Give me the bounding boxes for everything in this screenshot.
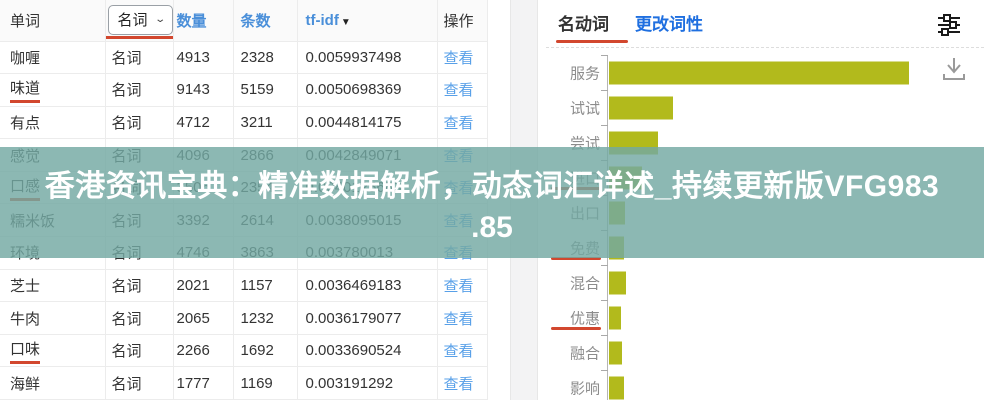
- chart-category-label: 试试: [569, 100, 600, 117]
- view-link[interactable]: 查看: [443, 114, 474, 132]
- tfidf-cell: 0.0036179077: [296, 301, 438, 335]
- promo-text-line1: 香港资讯宝典：精准数据解析，动态词汇详述_持续更新版VFG983: [44, 169, 940, 203]
- word-cell: 有点: [10, 114, 41, 132]
- chart-category-label: 优惠: [569, 310, 600, 327]
- sort-desc-icon: ▼: [340, 16, 351, 28]
- pos-cell: 名词: [104, 301, 174, 335]
- pos-cell: 名词: [104, 366, 174, 400]
- view-link[interactable]: 查看: [443, 375, 474, 393]
- chart-category-label: 服务: [569, 65, 600, 82]
- chart-row: 优惠: [538, 300, 984, 335]
- pos-cell: 名词: [104, 334, 174, 368]
- col-header-pos: 名词 ⌄: [104, 0, 174, 42]
- chart-row: 影响: [538, 370, 984, 400]
- view-link[interactable]: 查看: [443, 310, 474, 328]
- chart-label-red-underline: [551, 257, 601, 260]
- chart-bar[interactable]: [609, 271, 626, 294]
- view-link[interactable]: 查看: [443, 343, 474, 361]
- chart-category-label: 影响: [569, 380, 600, 397]
- pos-cell: 名词: [104, 73, 174, 107]
- header-divider: [546, 47, 984, 48]
- tab-noun-verb[interactable]: 名动词: [556, 10, 628, 43]
- promo-text-line2: .85: [471, 210, 513, 244]
- word-cell: 咖喱: [10, 49, 41, 67]
- table-row: 咖喱 名词 4913 2328 0.0059937498 查看: [0, 41, 488, 75]
- word-cell: 口味: [10, 338, 41, 364]
- count-cell: 2021: [172, 269, 234, 303]
- word-cell: 芝士: [10, 277, 41, 295]
- table-row: 味道 名词 9143 5159 0.0050698369 查看: [0, 73, 488, 107]
- pos-cell: 名词: [104, 106, 174, 140]
- count-cell: 4712: [172, 106, 234, 140]
- table-header-row: 单词 名词 ⌄ 数量 条数 tf-idf ▼ 操作: [0, 0, 488, 42]
- tune-icon[interactable]: [936, 12, 962, 43]
- pos-filter-dropdown[interactable]: 名词 ⌄: [107, 5, 172, 36]
- word-cell: 海鲜: [10, 375, 41, 393]
- table-row: 口味 名词 2266 1692 0.0033690524 查看: [0, 334, 488, 368]
- tfidf-cell: 0.0033690524: [296, 334, 438, 368]
- col-header-docs[interactable]: 条数: [232, 0, 298, 42]
- chart-label-red-underline: [551, 327, 601, 330]
- count-cell: 9143: [172, 73, 234, 107]
- chart-row: 试试: [538, 90, 984, 125]
- chart-row: 服务: [538, 55, 984, 90]
- docs-cell: 1169: [232, 366, 298, 400]
- docs-cell: 1157: [232, 269, 298, 303]
- docs-cell: 2328: [232, 41, 298, 75]
- word-cell: 味道: [10, 77, 41, 103]
- tfidf-cell: 0.0036469183: [296, 269, 438, 303]
- chevron-down-icon: ⌄: [153, 14, 166, 26]
- col-header-word: 单词: [0, 0, 106, 42]
- tfidf-cell: 0.0059937498: [296, 41, 438, 75]
- count-cell: 2065: [172, 301, 234, 335]
- tfidf-cell: 0.0044814175: [296, 106, 438, 140]
- view-link[interactable]: 查看: [443, 82, 474, 100]
- view-link[interactable]: 查看: [443, 277, 474, 295]
- docs-cell: 1692: [232, 334, 298, 368]
- download-icon[interactable]: [940, 55, 968, 88]
- chart-row: 融合: [538, 335, 984, 370]
- docs-cell: 5159: [232, 73, 298, 107]
- docs-cell: 3211: [232, 106, 298, 140]
- word-cell: 牛肉: [10, 310, 41, 328]
- pos-cell: 名词: [104, 269, 174, 303]
- chart-category-label: 融合: [569, 345, 600, 362]
- tfidf-cell: 0.0050698369: [296, 73, 438, 107]
- table-row: 牛肉 名词 2065 1232 0.0036179077 查看: [0, 301, 488, 335]
- view-link[interactable]: 查看: [443, 49, 474, 67]
- count-cell: 4913: [172, 41, 234, 75]
- chart-bar[interactable]: [609, 306, 621, 329]
- chart-category-label: 混合: [569, 275, 600, 292]
- promo-overlay-banner: 香港资讯宝典：精准数据解析，动态词汇详述_持续更新版VFG983 .85: [0, 147, 984, 258]
- count-cell: 2266: [172, 334, 234, 368]
- chart-bar[interactable]: [609, 96, 673, 119]
- chart-bar[interactable]: [609, 376, 624, 399]
- col-header-action: 操作: [436, 0, 488, 42]
- table-row: 有点 名词 4712 3211 0.0044814175 查看: [0, 106, 488, 140]
- chart-bar[interactable]: [609, 341, 622, 364]
- table-row: 海鲜 名词 1777 1169 0.003191292 查看: [0, 366, 488, 400]
- pos-filter-red-underline: [106, 36, 172, 39]
- docs-cell: 1232: [232, 301, 298, 335]
- pos-cell: 名词: [104, 41, 174, 75]
- chart-bar[interactable]: [609, 61, 909, 84]
- col-header-count[interactable]: 数量: [172, 0, 234, 42]
- panel-tabs: 名动词 更改词性: [556, 10, 703, 43]
- tfidf-label: tf-idf: [305, 11, 339, 29]
- count-cell: 1777: [172, 366, 234, 400]
- tab-noun-verb-label: 名动词: [558, 15, 609, 34]
- chart-row: 混合: [538, 265, 984, 300]
- col-header-tfidf[interactable]: tf-idf ▼: [296, 0, 438, 42]
- tfidf-cell: 0.003191292: [296, 366, 438, 400]
- pos-filter-value: 名词: [117, 12, 148, 30]
- active-tab-underline: [556, 40, 628, 43]
- tab-change-pos[interactable]: 更改词性: [635, 15, 703, 34]
- table-row: 芝士 名词 2021 1157 0.0036469183 查看: [0, 269, 488, 303]
